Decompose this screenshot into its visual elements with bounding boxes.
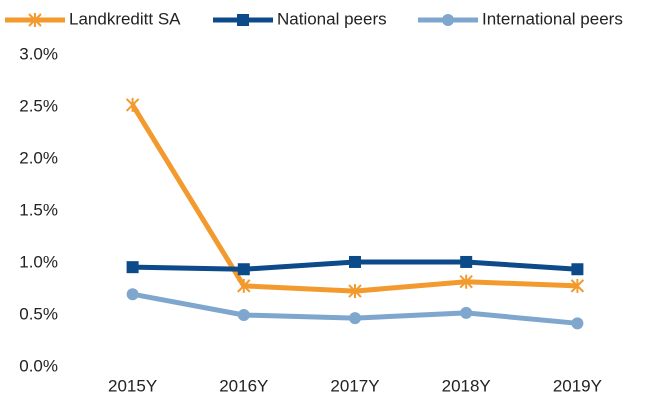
y-tick-label: 0.0%: [19, 356, 58, 375]
data-point: [571, 317, 584, 330]
data-point: [349, 312, 361, 325]
x-tick-label: 2017Y: [330, 376, 379, 395]
y-tick-label: 2.0%: [19, 148, 58, 167]
data-point: [459, 274, 473, 289]
data-point: [460, 255, 473, 268]
data-point: [348, 284, 362, 299]
data-point: [349, 255, 361, 268]
data-point: [460, 306, 473, 319]
legend-label: National peers: [277, 9, 387, 28]
data-point: [126, 261, 139, 274]
data-point: [237, 278, 251, 293]
legend-marker: [28, 13, 42, 27]
data-point: [237, 309, 250, 321]
x-tick-label: 2016Y: [219, 376, 268, 395]
legend-label: International peers: [482, 9, 623, 28]
legend-label: Landkreditt SA: [69, 9, 181, 28]
y-tick-label: 3.0%: [19, 44, 58, 63]
y-tick-label: 2.5%: [19, 96, 58, 115]
y-tick-label: 1.5%: [19, 200, 58, 219]
data-point: [125, 97, 140, 112]
data-point: [571, 263, 584, 276]
x-tick-label: 2018Y: [442, 376, 491, 395]
data-point: [570, 278, 585, 293]
data-point: [237, 263, 250, 276]
x-tick-label: 2019Y: [553, 376, 602, 395]
x-tick-label: 2015Y: [108, 376, 157, 395]
y-tick-label: 0.5%: [19, 304, 58, 323]
legend-marker: [442, 14, 454, 26]
y-tick-label: 1.0%: [19, 252, 58, 271]
legend-marker: [237, 14, 249, 26]
data-point: [126, 288, 139, 301]
